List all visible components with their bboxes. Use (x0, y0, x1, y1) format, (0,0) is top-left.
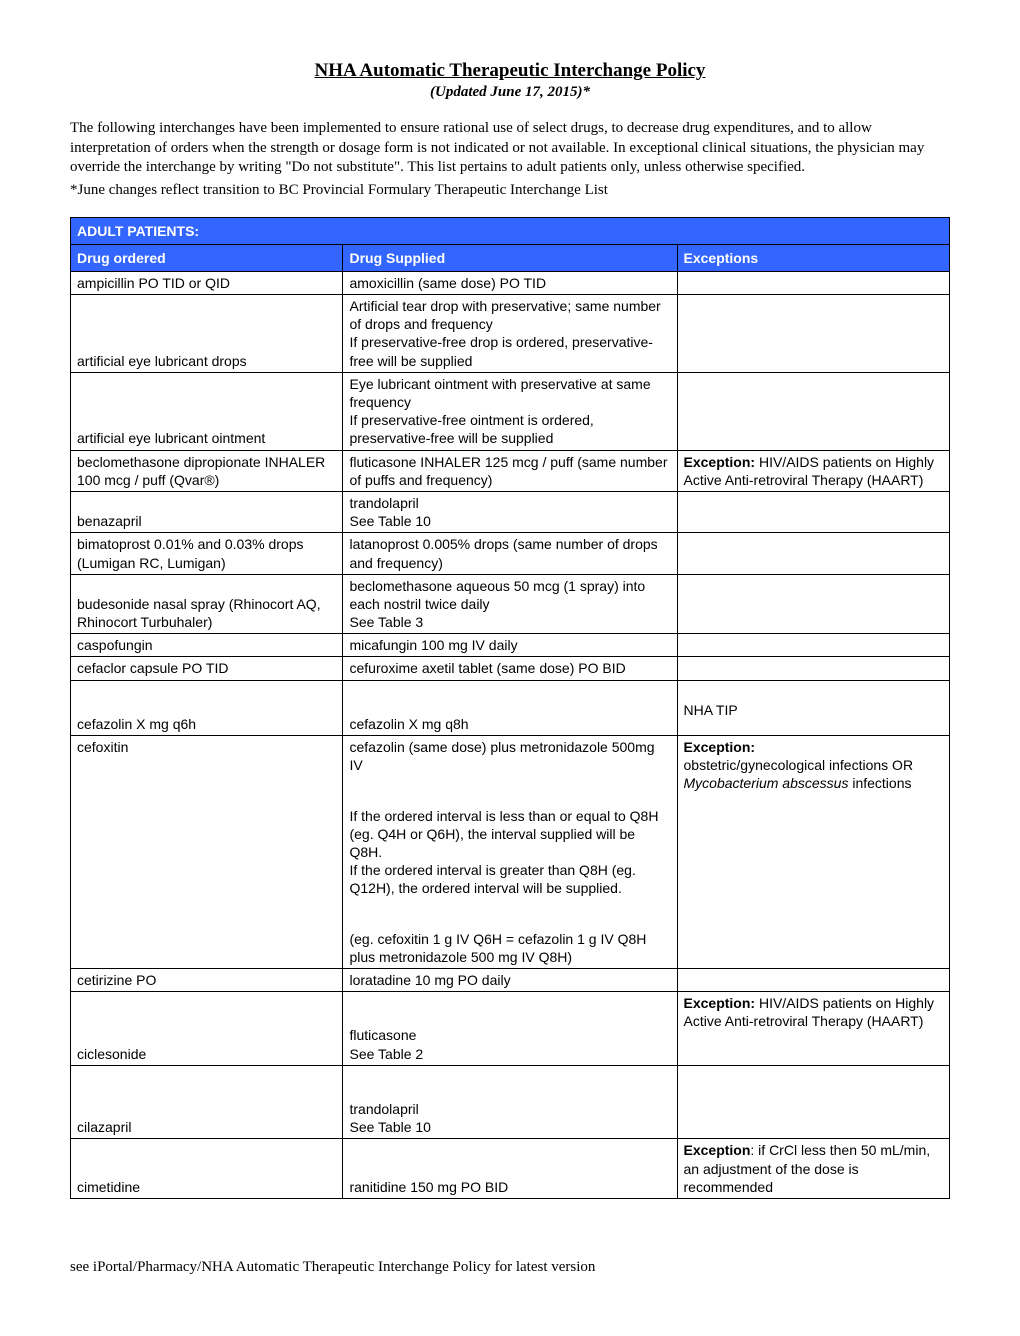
cell-exception: Exception:obstetric/gynecological infect… (677, 736, 950, 969)
cell-supplied: ranitidine 150 mg PO BID (343, 1139, 677, 1199)
cell-supplied: fluticasone INHALER 125 mcg / puff (same… (343, 450, 677, 491)
cell-ordered: bimatoprost 0.01% and 0.03% drops (Lumig… (71, 533, 343, 574)
cell-exception (677, 533, 950, 574)
section-header: ADULT PATIENTS: (71, 217, 950, 244)
table-row: cimetidineranitidine 150 mg PO BIDExcept… (71, 1139, 950, 1199)
col-ordered-header: Drug ordered (71, 244, 343, 271)
table-row: artificial eye lubricant dropsArtificial… (71, 295, 950, 373)
cell-ordered: cefoxitin (71, 736, 343, 969)
cell-supplied: beclomethasone aqueous 50 mcg (1 spray) … (343, 574, 677, 634)
table-row: caspofunginmicafungin 100 mg IV daily (71, 634, 950, 657)
cell-ordered: cefazolin X mg q6h (71, 680, 343, 735)
cell-ordered: cefaclor capsule PO TID (71, 657, 343, 680)
cell-ordered: ampicillin PO TID or QID (71, 271, 343, 294)
cell-supplied: trandolaprilSee Table 10 (343, 1065, 677, 1139)
cell-supplied: loratadine 10 mg PO daily (343, 969, 677, 992)
cell-supplied: cefazolin X mg q8h (343, 680, 677, 735)
cell-supplied: micafungin 100 mg IV daily (343, 634, 677, 657)
cell-supplied: cefuroxime axetil tablet (same dose) PO … (343, 657, 677, 680)
table-row: cefazolin X mg q6hcefazolin X mg q8hNHA … (71, 680, 950, 735)
intro-paragraph: The following interchanges have been imp… (70, 119, 950, 178)
cell-exception (677, 491, 950, 532)
cell-exception (677, 372, 950, 450)
col-supplied-header: Drug Supplied (343, 244, 677, 271)
cell-ordered: ciclesonide (71, 992, 343, 1066)
cell-ordered: artificial eye lubricant drops (71, 295, 343, 373)
table-row: cilazapriltrandolaprilSee Table 10 (71, 1065, 950, 1139)
note-paragraph: *June changes reflect transition to BC P… (70, 182, 950, 199)
table-row: cefaclor capsule PO TIDcefuroxime axetil… (71, 657, 950, 680)
cell-ordered: cetirizine PO (71, 969, 343, 992)
cell-supplied: trandolaprilSee Table 10 (343, 491, 677, 532)
cell-ordered: caspofungin (71, 634, 343, 657)
cell-exception (677, 634, 950, 657)
cell-ordered: benazapril (71, 491, 343, 532)
interchange-table: ADULT PATIENTS: Drug ordered Drug Suppli… (70, 217, 950, 1199)
table-row: artificial eye lubricant ointmentEye lub… (71, 372, 950, 450)
page-footer: see iPortal/Pharmacy/NHA Automatic Thera… (70, 1259, 950, 1276)
cell-exception (677, 969, 950, 992)
cell-supplied: fluticasoneSee Table 2 (343, 992, 677, 1066)
cell-exception: Exception: HIV/AIDS patients on Highly A… (677, 450, 950, 491)
table-row: ciclesonidefluticasoneSee Table 2Excepti… (71, 992, 950, 1066)
table-row: cetirizine POloratadine 10 mg PO daily (71, 969, 950, 992)
cell-supplied: cefazolin (same dose) plus metronidazole… (343, 736, 677, 969)
cell-ordered: beclomethasone dipropionate INHALER 100 … (71, 450, 343, 491)
cell-exception: Exception: if CrCl less then 50 mL/min, … (677, 1139, 950, 1199)
cell-exception (677, 271, 950, 294)
cell-ordered: budesonide nasal spray (Rhinocort AQ, Rh… (71, 574, 343, 634)
table-row: bimatoprost 0.01% and 0.03% drops (Lumig… (71, 533, 950, 574)
cell-exception (677, 295, 950, 373)
cell-ordered: artificial eye lubricant ointment (71, 372, 343, 450)
cell-supplied: amoxicillin (same dose) PO TID (343, 271, 677, 294)
cell-supplied: latanoprost 0.005% drops (same number of… (343, 533, 677, 574)
cell-exception: NHA TIP (677, 680, 950, 735)
cell-supplied: Eye lubricant ointment with preservative… (343, 372, 677, 450)
cell-ordered: cimetidine (71, 1139, 343, 1199)
cell-supplied: Artificial tear drop with preservative; … (343, 295, 677, 373)
page-title: NHA Automatic Therapeutic Interchange Po… (70, 60, 950, 82)
cell-exception (677, 574, 950, 634)
cell-exception: Exception: HIV/AIDS patients on Highly A… (677, 992, 950, 1066)
cell-exception (677, 657, 950, 680)
table-row: beclomethasone dipropionate INHALER 100 … (71, 450, 950, 491)
cell-exception (677, 1065, 950, 1139)
col-exception-header: Exceptions (677, 244, 950, 271)
page-subtitle: (Updated June 17, 2015)* (70, 84, 950, 101)
table-row: cefoxitincefazolin (same dose) plus metr… (71, 736, 950, 969)
table-row: ampicillin PO TID or QIDamoxicillin (sam… (71, 271, 950, 294)
cell-ordered: cilazapril (71, 1065, 343, 1139)
table-row: budesonide nasal spray (Rhinocort AQ, Rh… (71, 574, 950, 634)
table-row: benazapriltrandolaprilSee Table 10 (71, 491, 950, 532)
